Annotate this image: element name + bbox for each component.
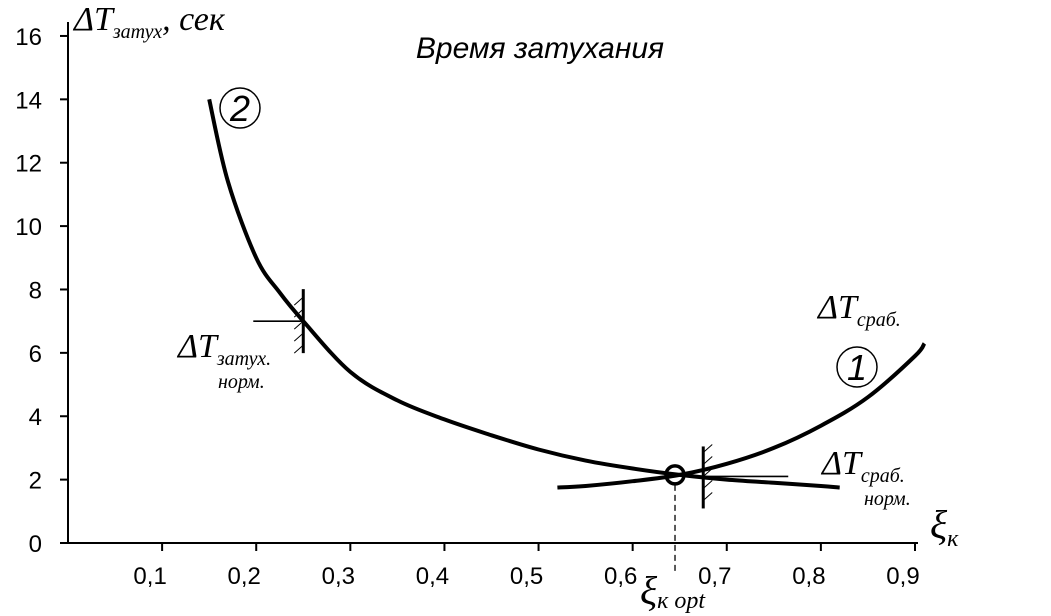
x-tick-label: 0,5 [510, 563, 543, 590]
x-ticks: 0,1 0,2 0,3 0,4 0,5 0,6 0,7 0,8 0,9 [133, 543, 920, 590]
series-2-norm-mark [253, 289, 305, 354]
x-axis-label-main: ξ [930, 502, 948, 547]
y-axis-label: ΔTзатух, сек [72, 1, 226, 43]
series-1-norm-label-sub: сраб. [861, 465, 905, 487]
y-tick-label: 16 [15, 24, 42, 51]
y-ticks: 0 2 4 6 8 10 12 14 16 [15, 24, 68, 558]
y-tick-label: 0 [29, 531, 42, 558]
series-1-curve-label-sub: сраб. [857, 309, 901, 331]
norm-hatch [702, 456, 713, 465]
series-1-curve-label-delta: ΔT [816, 289, 859, 326]
y-tick-label: 12 [15, 151, 42, 178]
series-2-norm-label-delta: ΔT [176, 328, 219, 365]
x-tick-label: 0,1 [133, 563, 166, 590]
x-tick-label: 0,9 [886, 563, 919, 590]
series-2-norm-label-sub: затух. [216, 348, 271, 370]
x-tick-label: 0,4 [416, 563, 449, 590]
chart-title: Время затухания [416, 32, 664, 65]
norm-hatch [293, 320, 304, 330]
series-1-line [557, 342, 927, 490]
norm-hatch [293, 296, 304, 306]
x-tick-label: 0,6 [604, 563, 637, 590]
series-2-line [207, 98, 840, 490]
series-1-marker: 1 [847, 347, 867, 388]
norm-hatch [702, 492, 713, 501]
optimum-label-main: ξ [640, 568, 658, 613]
norm-hatch [293, 308, 304, 318]
y-axis-label-sub: затух [112, 21, 162, 43]
norm-hatch [702, 468, 713, 477]
x-tick-label: 0,8 [792, 563, 825, 590]
series-2-marker-circle [219, 87, 261, 129]
y-tick-label: 2 [29, 468, 42, 495]
optimum-point [664, 464, 686, 486]
series-2-marker: 2 [229, 88, 250, 129]
norm-hatch [293, 332, 304, 342]
optimum-label: ξк opt [640, 568, 706, 614]
norm-hatch [702, 480, 713, 489]
y-axis-label-delta: ΔT [72, 1, 115, 38]
y-tick-label: 6 [29, 341, 42, 368]
series-1-norm-label-line2: норм. [864, 488, 911, 510]
series-1-curve-label: ΔTсраб. [816, 289, 901, 331]
y-axis-label-unit: , сек [162, 1, 226, 38]
y-tick-label: 4 [29, 404, 42, 431]
series-2-norm-label: ΔTзатух. [176, 328, 271, 370]
series-2-norm-label-line2: норм. [218, 371, 265, 393]
x-axis-label: ξк [930, 502, 959, 552]
y-tick-label: 14 [15, 87, 42, 114]
series-1-norm-mark [701, 444, 789, 509]
norm-hatch [702, 444, 713, 453]
series-1-marker-circle [836, 346, 878, 388]
y-tick-label: 10 [15, 214, 42, 241]
y-tick-label: 8 [29, 277, 42, 304]
series-1-norm-label: ΔTсраб. [820, 445, 905, 487]
x-tick-label: 0,3 [322, 563, 355, 590]
series-1-norm-label-delta: ΔT [820, 445, 863, 482]
x-tick-label: 0,7 [698, 563, 731, 590]
x-tick-label: 0,2 [228, 563, 261, 590]
optimum-label-sub: к opt [657, 588, 706, 614]
x-axis-label-sub: к [947, 526, 959, 552]
norm-hatch [293, 344, 304, 354]
